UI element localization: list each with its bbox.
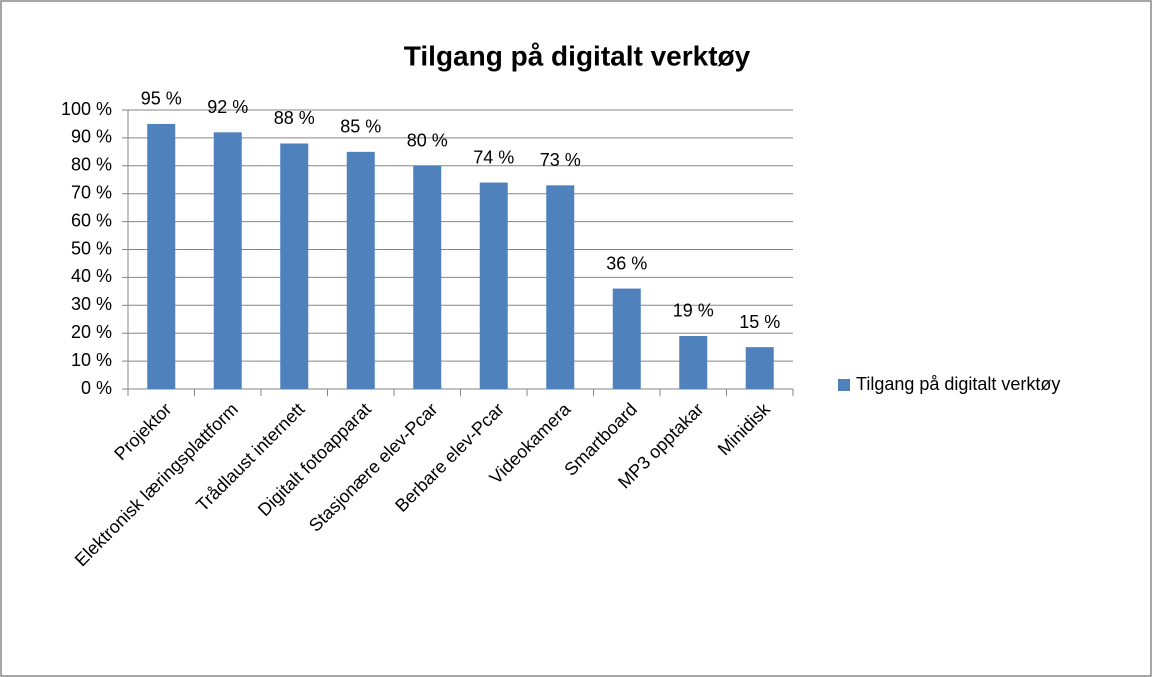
y-tick-label: 0 % [81,378,112,398]
bar [745,347,774,389]
chart-title: Tilgang på digitalt verktøy [404,40,751,71]
bar [612,288,641,389]
y-tick-label: 60 % [71,210,112,230]
y-tick-label: 50 % [71,238,112,258]
bar [213,132,242,389]
y-tick-label: 100 % [61,99,112,119]
value-label: 73 % [540,150,581,170]
bar [479,182,508,389]
value-label: 36 % [606,253,647,273]
bar [679,335,708,389]
bar [346,151,375,389]
y-tick-label: 80 % [71,155,112,175]
value-label: 15 % [739,312,780,332]
y-tick-label: 20 % [71,322,112,342]
value-label: 80 % [407,131,448,151]
y-tick-label: 10 % [71,350,112,370]
bar [546,185,575,389]
y-tick-label: 70 % [71,182,112,202]
bar [280,143,309,389]
y-tick-label: 90 % [71,127,112,147]
y-tick-label: 40 % [71,266,112,286]
bar [413,165,442,389]
y-tick-label: 30 % [71,294,112,314]
value-label: 19 % [673,301,714,321]
value-label: 95 % [141,89,182,109]
legend-label: Tilgang på digitalt verktøy [856,374,1060,394]
value-label: 74 % [473,147,514,167]
value-label: 85 % [340,117,381,137]
value-label: 88 % [274,108,315,128]
value-label: 92 % [207,97,248,117]
bar [147,123,176,389]
legend-swatch [838,379,850,391]
